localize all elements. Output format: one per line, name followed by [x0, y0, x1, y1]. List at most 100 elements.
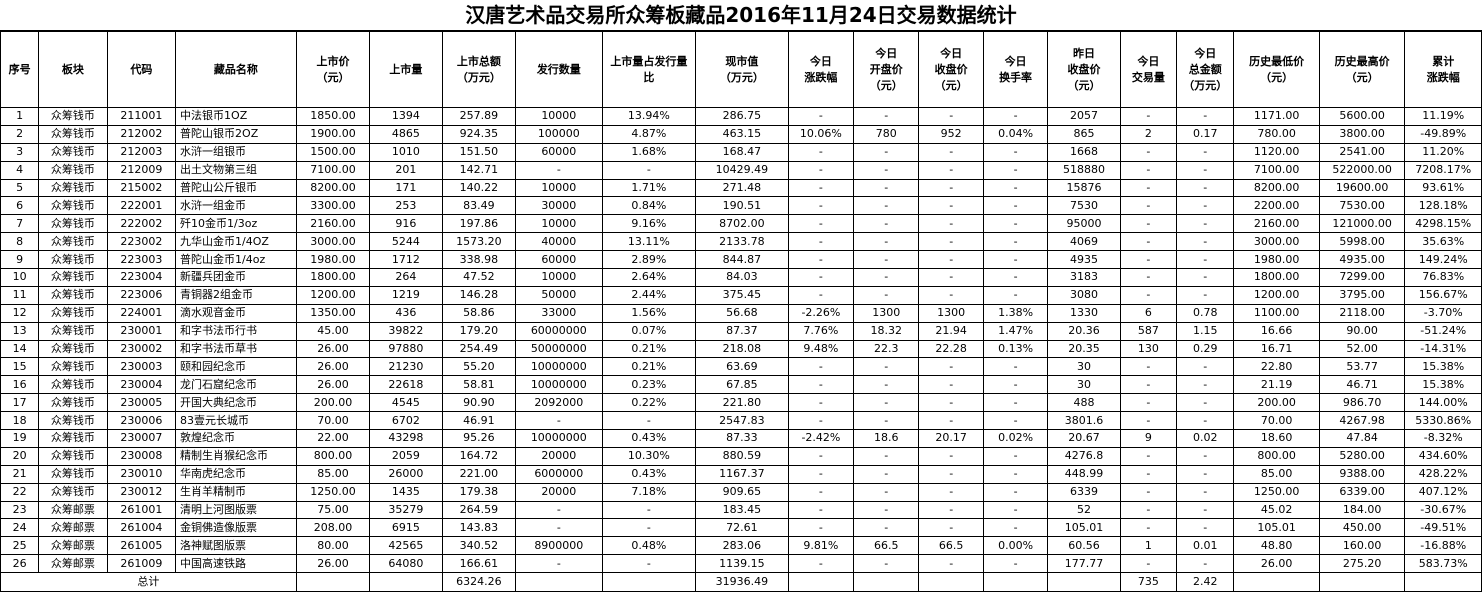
cell-close: - [918, 160, 984, 180]
cell-code: 212002 [106, 124, 177, 144]
cell-market_value: 271.48 [695, 178, 789, 198]
cell-issue_qty: 10000 [515, 268, 603, 287]
cell-prev_close: 20.36 [1047, 321, 1121, 341]
cell-ratio: 0.43% [601, 464, 697, 484]
cell-seq: 7 [0, 214, 40, 234]
total-empty-cell [1318, 572, 1406, 593]
cell-close: - [918, 268, 984, 287]
cell-ratio: 0.21% [601, 339, 697, 359]
cell-change: - [787, 411, 855, 431]
cell-hist_high: 184.00 [1318, 500, 1406, 520]
cell-market_value: 375.45 [695, 285, 789, 305]
cell-seq: 20 [0, 446, 40, 466]
cell-code: 230002 [106, 339, 177, 359]
total-empty-cell [515, 572, 603, 593]
cell-hist_low: 18.60 [1233, 429, 1320, 448]
cell-market_value: 72.61 [695, 518, 789, 538]
cell-change: - [787, 482, 855, 502]
cell-list_total: 58.86 [441, 303, 517, 323]
cell-issue_qty: 33000 [515, 303, 603, 323]
cell-name: 新疆兵团金币 [175, 268, 297, 287]
cell-board: 众筹邮票 [38, 554, 108, 574]
table-row: 2 众筹钱币 212002 普陀山银币2OZ 1900.00 4865 924.35 1000… [0, 124, 1482, 144]
cell-turnover: - [982, 250, 1049, 270]
cell-close: 21.94 [918, 321, 984, 341]
column-header-turnover: 今日 换手率 [982, 31, 1049, 108]
cell-cum_change: 434.60% [1404, 446, 1482, 466]
cell-open: - [853, 375, 920, 395]
total-empty-cell [1404, 572, 1482, 593]
cell-open: - [853, 142, 920, 162]
cell-board: 众筹钱币 [38, 411, 108, 431]
column-header-close: 今日 收盘价 （元） [918, 31, 984, 108]
cell-prev_close: 177.77 [1047, 554, 1121, 574]
cell-turnover: - [982, 285, 1049, 305]
cell-issue_qty: 20000 [515, 446, 603, 466]
table-row: 24 众筹邮票 261004 金铜佛造像版票 208.00 6915 143.83- -72.… [0, 518, 1482, 538]
cell-turnover: - [982, 411, 1049, 431]
cell-prev_close: 30 [1047, 375, 1121, 395]
cell-board: 众筹钱币 [38, 482, 108, 502]
cell-board: 众筹邮票 [38, 536, 108, 556]
cell-list_price: 45.00 [295, 321, 371, 341]
cell-code: 230012 [106, 482, 177, 502]
cell-hist_high: 46.71 [1318, 375, 1406, 395]
cell-list_qty: 39822 [369, 321, 443, 341]
cell-cum_change: 428.22% [1404, 464, 1482, 484]
cell-list_qty: 2059 [369, 446, 443, 466]
cell-prev_close: 1330 [1047, 303, 1121, 323]
cell-ratio: 0.48% [601, 536, 697, 556]
cell-list_total: 264.59 [441, 500, 517, 520]
table-row: 9 众筹钱币 223003 普陀山金币1/4oz 1980.00 1712 338.98 60… [0, 250, 1482, 270]
cell-open: - [853, 160, 920, 180]
cell-ratio: 0.07% [601, 321, 697, 341]
cell-ratio: 0.21% [601, 357, 697, 377]
table-row: 4 众筹钱币 212009 出土文物第三组 7100.00 201 142.71- -1042… [0, 160, 1482, 180]
cell-hist_low: 200.00 [1233, 393, 1320, 413]
table-row: 5 众筹钱币 215002 普陀山公斤银币 8200.00 171 140.22 10000 1… [0, 178, 1482, 198]
cell-code: 212003 [106, 142, 177, 162]
cell-seq: 4 [0, 160, 40, 180]
header-row: 序号 板块 代码 藏品名称 上市价 （元） 上市量 上市总额 （万元） 发行数量 上市量占发行量比现… [0, 31, 1482, 108]
cell-list_total: 166.61 [441, 554, 517, 574]
cell-code: 230004 [106, 375, 177, 395]
cell-ratio: - [601, 160, 697, 180]
column-header-hist_low: 历史最低价 （元） [1233, 31, 1320, 108]
cell-ratio: 4.87% [601, 124, 697, 144]
cell-issue_qty: - [515, 518, 603, 538]
cell-market_value: 880.59 [695, 446, 789, 466]
cell-issue_qty: - [515, 160, 603, 180]
cell-change: 10.06% [787, 124, 855, 144]
table-row: 11 众筹钱币 223006 青铜器2组金币 1200.00 1219 146.28 5000… [0, 285, 1482, 305]
table-row: 22 众筹钱币 230012 生肖羊精制币 1250.00 1435 179.38 20000… [0, 482, 1482, 502]
cell-hist_high: 19600.00 [1318, 178, 1406, 198]
cell-turnover: - [982, 196, 1049, 216]
cell-turnover: 0.02% [982, 429, 1049, 448]
column-header-prev_close: 昨日 收盘价 （元） [1047, 31, 1121, 108]
cell-list_price: 80.00 [295, 536, 371, 556]
cell-amount: - [1176, 214, 1235, 234]
cell-close: 952 [918, 124, 984, 144]
cell-board: 众筹钱币 [38, 214, 108, 234]
cell-turnover: - [982, 464, 1049, 484]
column-header-cum_change: 累计 涨跌幅 [1404, 31, 1482, 108]
cell-change: - [787, 160, 855, 180]
cell-name: 滴水观音金币 [175, 303, 297, 323]
cell-list_qty: 1010 [369, 142, 443, 162]
cell-cum_change: 93.61% [1404, 178, 1482, 198]
cell-volume: - [1119, 464, 1178, 484]
cell-open: - [853, 464, 920, 484]
cell-issue_qty: 60000 [515, 142, 603, 162]
cell-change: -2.42% [787, 429, 855, 448]
cell-list_total: 55.20 [441, 357, 517, 377]
cell-board: 众筹钱币 [38, 250, 108, 270]
cell-cum_change: 7208.17% [1404, 160, 1482, 180]
cell-close: - [918, 393, 984, 413]
cell-volume: - [1119, 375, 1178, 395]
cell-turnover: - [982, 214, 1049, 234]
cell-issue_qty: 40000 [515, 232, 603, 252]
cell-hist_low: 70.00 [1233, 411, 1320, 431]
cell-cum_change: 128.18% [1404, 196, 1482, 216]
table-row: 14 众筹钱币 230002 和字书法币草书 26.00 97880 254.49 50000… [0, 339, 1482, 359]
